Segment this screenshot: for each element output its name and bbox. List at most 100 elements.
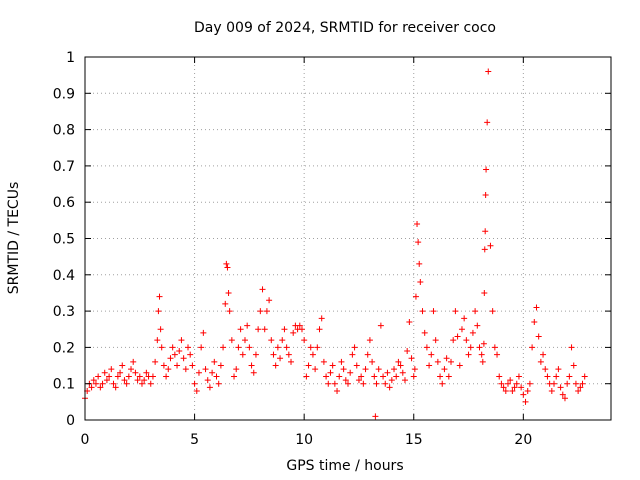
data-point bbox=[509, 387, 516, 394]
grid-lines bbox=[85, 57, 611, 420]
x-tick-label: 5 bbox=[190, 432, 199, 448]
data-point bbox=[222, 300, 229, 307]
y-tick-label: 0.8 bbox=[53, 123, 75, 139]
data-point bbox=[362, 366, 369, 373]
data-point bbox=[266, 297, 273, 304]
data-point bbox=[152, 358, 159, 365]
data-point bbox=[231, 373, 238, 380]
data-point bbox=[189, 362, 196, 369]
data-point bbox=[401, 377, 408, 384]
data-point bbox=[434, 358, 441, 365]
data-point bbox=[167, 355, 174, 362]
data-point bbox=[155, 308, 162, 315]
data-point bbox=[132, 369, 139, 376]
data-point bbox=[165, 366, 172, 373]
data-point bbox=[482, 228, 489, 235]
data-point bbox=[472, 308, 479, 315]
data-point bbox=[312, 366, 319, 373]
data-point bbox=[255, 326, 262, 333]
data-point bbox=[225, 289, 232, 296]
data-point bbox=[531, 318, 538, 325]
data-point bbox=[195, 369, 202, 376]
data-point bbox=[500, 384, 507, 391]
data-point bbox=[193, 387, 200, 394]
data-point bbox=[268, 337, 275, 344]
data-point bbox=[548, 387, 555, 394]
data-point bbox=[224, 264, 231, 271]
data-point bbox=[338, 358, 345, 365]
data-point bbox=[252, 351, 259, 358]
data-point bbox=[217, 362, 224, 369]
data-point bbox=[515, 373, 522, 380]
data-point bbox=[158, 344, 165, 351]
data-point bbox=[290, 329, 297, 336]
data-point bbox=[382, 380, 389, 387]
data-point bbox=[406, 318, 413, 325]
data-point bbox=[261, 326, 268, 333]
data-point bbox=[349, 351, 356, 358]
data-point bbox=[386, 384, 393, 391]
data-point bbox=[156, 293, 163, 300]
data-point bbox=[553, 373, 560, 380]
y-tick-label: 0.6 bbox=[53, 195, 75, 211]
data-point bbox=[369, 358, 376, 365]
data-point bbox=[233, 366, 240, 373]
data-point bbox=[496, 373, 503, 380]
data-point bbox=[483, 166, 490, 173]
data-point bbox=[211, 358, 218, 365]
data-point bbox=[92, 380, 99, 387]
data-point bbox=[579, 380, 586, 387]
data-point bbox=[355, 377, 362, 384]
data-point bbox=[90, 377, 97, 384]
data-point bbox=[215, 380, 222, 387]
x-tick-label: 10 bbox=[295, 432, 313, 448]
data-point bbox=[160, 362, 167, 369]
data-point bbox=[241, 337, 248, 344]
data-point bbox=[307, 344, 314, 351]
data-point bbox=[410, 373, 417, 380]
data-point bbox=[185, 344, 192, 351]
data-points bbox=[82, 68, 588, 420]
data-point bbox=[257, 308, 264, 315]
data-point bbox=[388, 377, 395, 384]
data-point bbox=[391, 366, 398, 373]
data-point bbox=[112, 384, 119, 391]
data-point bbox=[522, 398, 529, 405]
data-point bbox=[169, 344, 176, 351]
data-point bbox=[419, 308, 426, 315]
data-point bbox=[277, 355, 284, 362]
data-point bbox=[101, 369, 108, 376]
data-point bbox=[555, 366, 562, 373]
data-point bbox=[244, 322, 251, 329]
data-point bbox=[491, 344, 498, 351]
data-point bbox=[469, 329, 476, 336]
data-point bbox=[416, 260, 423, 267]
data-point bbox=[456, 362, 463, 369]
data-point bbox=[487, 242, 494, 249]
y-tick-label: 0.2 bbox=[53, 340, 75, 356]
data-point bbox=[301, 337, 308, 344]
data-point bbox=[270, 351, 277, 358]
data-point bbox=[377, 322, 384, 329]
data-point bbox=[458, 326, 465, 333]
data-point bbox=[542, 366, 549, 373]
data-point bbox=[513, 380, 520, 387]
data-point bbox=[581, 373, 588, 380]
y-tick-label: 0.3 bbox=[53, 304, 75, 320]
data-point bbox=[191, 380, 198, 387]
data-point bbox=[371, 373, 378, 380]
data-point bbox=[103, 377, 110, 384]
data-point bbox=[125, 373, 132, 380]
data-point bbox=[206, 384, 213, 391]
data-point bbox=[417, 279, 424, 286]
data-point bbox=[204, 377, 211, 384]
data-point bbox=[237, 326, 244, 333]
axis-ticks: 00.10.20.30.40.50.60.70.80.910 5 10 15 20 bbox=[53, 50, 611, 448]
data-point bbox=[178, 337, 185, 344]
data-point bbox=[226, 308, 233, 315]
data-point bbox=[411, 366, 418, 373]
data-point bbox=[481, 289, 488, 296]
data-point bbox=[123, 380, 130, 387]
